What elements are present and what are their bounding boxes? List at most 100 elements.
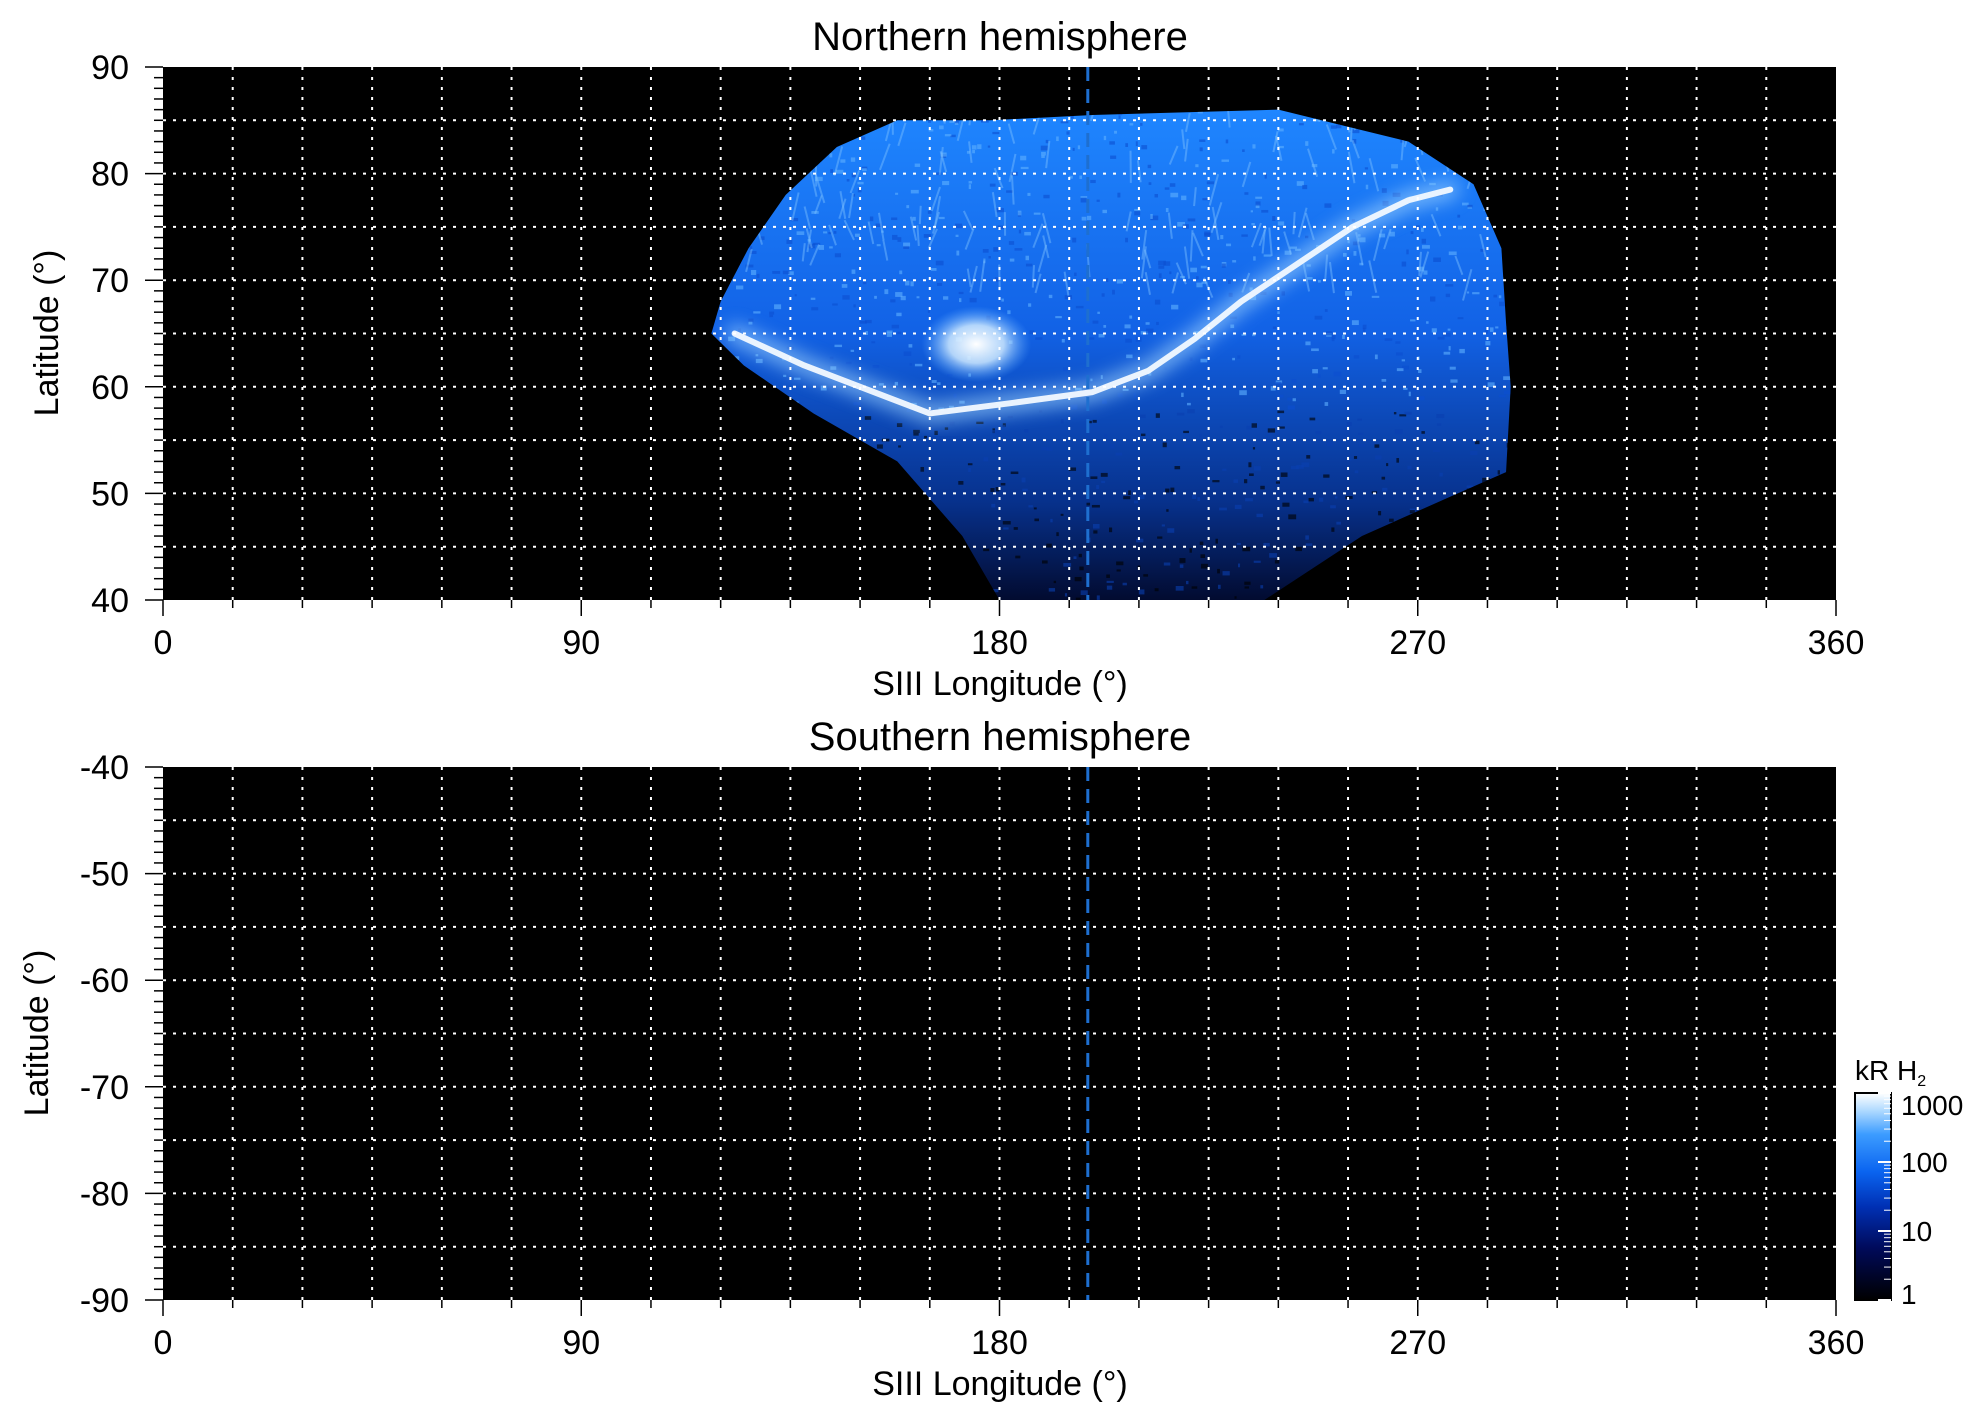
emission-speckle bbox=[1431, 328, 1437, 333]
emission-streak bbox=[909, 216, 918, 241]
emission-streak bbox=[964, 228, 975, 250]
emission-speckle bbox=[1002, 424, 1006, 428]
emission-speckle bbox=[924, 435, 927, 439]
emission-speckle bbox=[1290, 465, 1299, 470]
emission-speckle bbox=[1199, 344, 1206, 349]
emission-speckle bbox=[1028, 303, 1032, 307]
emission-speckle bbox=[1134, 208, 1141, 212]
emission-speckle bbox=[1078, 553, 1082, 558]
emission-speckle bbox=[896, 423, 903, 428]
colorbar-title-main: kR H bbox=[1855, 1055, 1917, 1086]
emission-speckle bbox=[977, 144, 982, 150]
emission-speckle bbox=[1404, 411, 1412, 415]
emission-speckle bbox=[895, 192, 899, 195]
emission-speckle bbox=[1324, 402, 1329, 406]
emission-speckle bbox=[1165, 488, 1170, 493]
emission-speckle bbox=[811, 211, 819, 214]
emission-speckle bbox=[1402, 365, 1409, 370]
emission-speckle bbox=[1050, 518, 1053, 523]
emission-streak bbox=[1368, 260, 1378, 293]
emission-speckle bbox=[1196, 276, 1199, 280]
emission-speckle bbox=[1409, 510, 1415, 514]
emission-speckle bbox=[1080, 196, 1088, 199]
emission-speckle bbox=[1086, 215, 1092, 221]
emission-streak bbox=[1171, 272, 1179, 294]
y-tick-label: -70 bbox=[80, 1069, 129, 1107]
emission-speckle bbox=[982, 249, 989, 253]
emission-speckle bbox=[940, 152, 947, 157]
emission-speckle bbox=[1295, 546, 1302, 552]
emission-speckle bbox=[1305, 341, 1311, 346]
emission-speckle bbox=[750, 250, 757, 254]
emission-speckle bbox=[1116, 561, 1124, 566]
emission-speckle bbox=[943, 296, 949, 300]
emission-speckle bbox=[892, 234, 898, 240]
emission-speckle bbox=[811, 307, 819, 311]
emission-speckle bbox=[875, 223, 882, 227]
emission-speckle bbox=[1277, 221, 1285, 226]
emission-speckle bbox=[814, 176, 823, 182]
emission-speckle bbox=[1421, 238, 1427, 244]
emission-speckle bbox=[1114, 130, 1117, 134]
emission-streak bbox=[1208, 173, 1220, 206]
emission-speckle bbox=[1391, 164, 1398, 169]
emission-streak bbox=[1167, 212, 1173, 239]
emission-speckle bbox=[1088, 337, 1095, 340]
emission-speckle bbox=[944, 134, 952, 137]
emission-streak bbox=[1032, 223, 1044, 249]
emission-speckle bbox=[1158, 273, 1162, 279]
emission-streak bbox=[1419, 251, 1430, 278]
emission-speckle bbox=[916, 296, 920, 299]
emission-speckle bbox=[1457, 317, 1464, 320]
emission-speckle bbox=[1442, 332, 1451, 337]
emission-speckle bbox=[1183, 430, 1189, 434]
emission-speckle bbox=[1267, 428, 1276, 433]
emission-speckle bbox=[864, 319, 872, 324]
emission-speckle bbox=[1353, 251, 1357, 256]
emission-streak bbox=[1192, 232, 1204, 257]
emission-speckle bbox=[1332, 149, 1335, 154]
emission-speckle bbox=[1256, 513, 1263, 518]
y-tick-label: -40 bbox=[80, 749, 129, 787]
emission-speckle bbox=[1126, 354, 1133, 359]
emission-speckle bbox=[1162, 442, 1167, 448]
emission-speckle bbox=[1014, 248, 1023, 251]
emission-streak bbox=[814, 195, 823, 215]
emission-speckle bbox=[1497, 470, 1500, 475]
emission-speckle bbox=[1374, 444, 1380, 448]
emission-speckle bbox=[993, 442, 997, 448]
emission-speckle bbox=[1443, 351, 1451, 355]
y-tick-label: -50 bbox=[80, 856, 129, 894]
emission-speckle bbox=[1125, 143, 1129, 147]
emission-speckle bbox=[909, 363, 912, 366]
south-x-tick-labels: 0 90 180 270 360 bbox=[154, 1324, 1865, 1362]
emission-speckle bbox=[1175, 585, 1184, 591]
emission-speckle bbox=[845, 361, 852, 365]
emission-speckle bbox=[1342, 252, 1347, 257]
emission-streak bbox=[1226, 109, 1231, 128]
emission-speckle bbox=[1289, 246, 1297, 249]
emission-speckle bbox=[1346, 422, 1352, 426]
emission-speckle bbox=[1314, 117, 1320, 122]
emission-speckle bbox=[1202, 198, 1210, 201]
emission-speckle bbox=[1358, 237, 1366, 243]
emission-speckle bbox=[820, 385, 827, 391]
emission-speckle bbox=[1033, 212, 1041, 215]
north-axis-ticks bbox=[145, 66, 1837, 616]
emission-speckle bbox=[1156, 321, 1159, 326]
emission-speckle bbox=[1457, 225, 1463, 230]
emission-speckle bbox=[1109, 444, 1115, 449]
emission-speckle bbox=[1241, 234, 1248, 237]
emission-speckle bbox=[1092, 523, 1100, 529]
x-tick-label: 0 bbox=[154, 1324, 173, 1362]
emission-speckle bbox=[1117, 392, 1123, 397]
y-tick-label: 70 bbox=[91, 262, 129, 300]
emission-streak bbox=[1144, 272, 1151, 295]
emission-speckle bbox=[1228, 292, 1233, 298]
emission-streak bbox=[938, 146, 944, 176]
emission-speckle bbox=[782, 270, 790, 275]
emission-streak bbox=[806, 229, 813, 253]
emission-speckle bbox=[1189, 548, 1192, 553]
emission-speckle bbox=[1401, 261, 1407, 267]
emission-speckle bbox=[1334, 496, 1338, 499]
